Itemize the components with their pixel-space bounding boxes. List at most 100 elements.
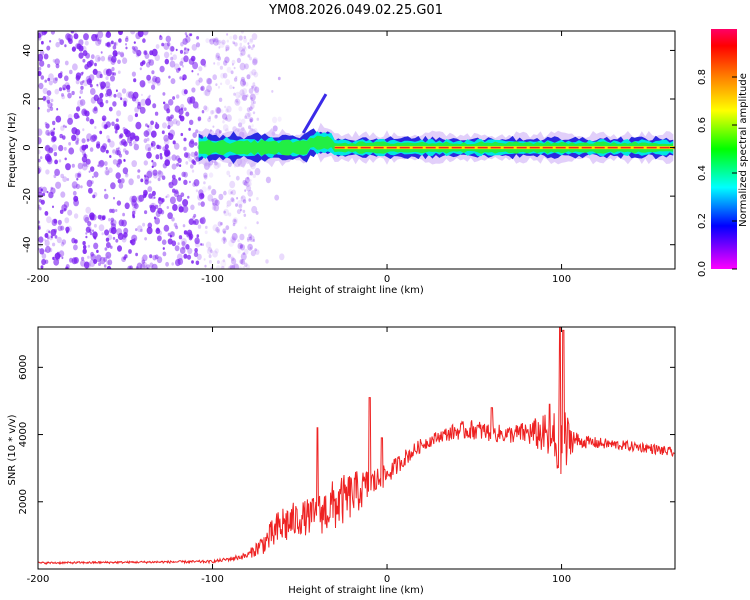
noise-speckle xyxy=(40,75,45,80)
noise-speckle xyxy=(242,179,247,186)
noise-speckle xyxy=(204,89,211,97)
noise-speckle xyxy=(166,151,171,157)
noise-speckle xyxy=(183,55,189,63)
noise-speckle xyxy=(78,45,84,52)
noise-speckle xyxy=(41,186,48,193)
noise-speckle xyxy=(237,239,240,243)
noise-speckle xyxy=(151,263,158,269)
noise-speckle xyxy=(223,60,228,66)
noise-speckle xyxy=(215,226,220,233)
noise-speckle xyxy=(246,107,251,113)
noise-speckle xyxy=(211,198,214,202)
noise-speckle xyxy=(61,93,64,97)
noise-speckle xyxy=(38,70,42,77)
noise-speckle xyxy=(107,68,113,76)
noise-speckle xyxy=(168,99,174,106)
noise-speckle xyxy=(203,174,208,180)
noise-speckle xyxy=(116,200,122,206)
noise-speckle xyxy=(118,38,122,43)
noise-speckle xyxy=(182,205,189,213)
noise-speckle xyxy=(169,234,172,238)
noise-speckle xyxy=(201,243,204,247)
noise-speckle xyxy=(151,165,154,169)
noise-speckle xyxy=(89,118,95,125)
noise-speckle xyxy=(213,204,220,212)
noise-speckle xyxy=(208,185,212,190)
noise-speckle xyxy=(64,157,67,161)
noise-speckle xyxy=(256,197,259,201)
noise-speckle xyxy=(115,172,121,180)
noise-speckle xyxy=(169,60,176,68)
noise-speckle xyxy=(115,147,119,152)
noise-speckle xyxy=(192,160,197,166)
noise-speckle xyxy=(146,74,152,81)
noise-speckle xyxy=(247,53,251,58)
noise-speckle xyxy=(186,229,193,237)
noise-speckle xyxy=(150,130,157,138)
noise-speckle xyxy=(195,156,200,162)
noise-speckle xyxy=(60,191,66,198)
noise-speckle xyxy=(240,195,246,202)
noise-speckle xyxy=(97,39,102,45)
noise-speckle xyxy=(50,98,54,103)
noise-speckle xyxy=(182,65,184,68)
noise-speckle xyxy=(151,48,158,57)
noise-speckle xyxy=(44,144,51,152)
noise-speckle xyxy=(38,207,42,211)
noise-speckle xyxy=(139,67,142,71)
noise-speckle xyxy=(133,41,136,44)
noise-speckle xyxy=(172,96,176,100)
noise-speckle xyxy=(217,221,222,227)
noise-speckle xyxy=(102,143,108,150)
noise-speckle xyxy=(106,242,111,249)
noise-speckle xyxy=(71,134,77,141)
noise-speckle xyxy=(199,217,206,225)
noise-speckle xyxy=(189,119,194,126)
noise-speckle xyxy=(50,131,55,137)
noise-speckle xyxy=(161,175,166,180)
noise-speckle xyxy=(187,48,190,51)
noise-speckle xyxy=(194,142,198,146)
noise-speckle xyxy=(44,79,47,83)
noise-speckle xyxy=(74,172,80,179)
noise-speckle xyxy=(151,190,156,196)
noise-speckle xyxy=(38,35,42,41)
noise-speckle xyxy=(231,189,236,196)
noise-speckle xyxy=(92,68,98,75)
noise-speckle xyxy=(104,81,111,89)
noise-speckle xyxy=(254,89,260,96)
noise-speckle xyxy=(244,262,248,268)
noise-speckle xyxy=(207,78,213,85)
noise-speckle xyxy=(118,182,124,189)
noise-speckle xyxy=(64,125,67,129)
noise-speckle xyxy=(199,218,204,224)
noise-speckle xyxy=(50,235,53,239)
noise-speckle xyxy=(54,77,58,81)
noise-speckle xyxy=(155,44,160,49)
noise-speckle xyxy=(220,222,223,226)
noise-speckle xyxy=(163,51,170,59)
noise-speckle xyxy=(38,166,42,174)
noise-speckle xyxy=(228,212,232,217)
noise-speckle xyxy=(90,166,95,172)
noise-speckle xyxy=(170,231,175,238)
noise-speckle xyxy=(238,266,243,269)
noise-speckle xyxy=(157,169,162,175)
noise-speckle xyxy=(241,196,244,199)
noise-speckle xyxy=(216,61,220,66)
noise-speckle xyxy=(230,236,237,244)
noise-speckle xyxy=(135,252,139,257)
noise-speckle xyxy=(176,194,183,202)
noise-speckle xyxy=(216,107,222,114)
noise-speckle xyxy=(147,79,151,84)
noise-speckle xyxy=(188,33,192,37)
noise-speckle xyxy=(121,219,127,227)
noise-speckle xyxy=(107,56,112,62)
noise-speckle xyxy=(182,224,186,228)
spec-ytick-label: -40 xyxy=(22,237,33,253)
noise-speckle xyxy=(89,147,94,152)
noise-speckle xyxy=(71,237,76,244)
noise-speckle xyxy=(61,204,68,212)
noise-speckle xyxy=(242,81,246,86)
noise-speckle xyxy=(215,52,220,59)
